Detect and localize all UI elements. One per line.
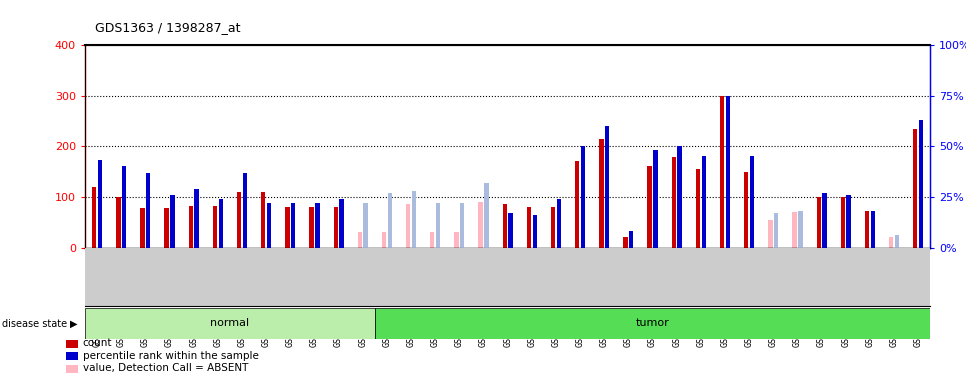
Bar	[339, 199, 344, 248]
Bar	[484, 183, 489, 248]
Bar	[846, 195, 851, 248]
Bar	[85, 308, 375, 339]
Bar	[581, 146, 585, 248]
Bar	[508, 213, 513, 248]
Bar	[653, 150, 658, 248]
Bar	[629, 231, 634, 248]
Bar	[375, 308, 930, 339]
Bar	[822, 193, 827, 248]
Bar	[454, 232, 459, 248]
Bar	[913, 129, 918, 248]
Text: count: count	[82, 338, 112, 348]
Bar	[460, 203, 465, 248]
Bar	[720, 96, 724, 248]
Bar	[575, 161, 580, 248]
Text: ▶: ▶	[70, 319, 77, 328]
Text: percentile rank within the sample: percentile rank within the sample	[82, 351, 259, 361]
Bar	[98, 160, 102, 248]
Bar	[556, 199, 561, 248]
Bar	[194, 189, 199, 248]
Bar	[267, 203, 271, 248]
Bar	[387, 193, 392, 248]
Bar	[436, 203, 440, 248]
Bar	[146, 172, 151, 248]
Bar	[774, 213, 779, 248]
Bar	[816, 197, 821, 248]
Bar	[605, 126, 610, 248]
Bar	[164, 208, 169, 248]
Bar	[261, 192, 266, 248]
Bar	[725, 96, 730, 248]
Bar	[122, 166, 127, 248]
Bar	[478, 202, 483, 248]
Bar	[502, 204, 507, 248]
Text: GDS1363 / 1398287_at: GDS1363 / 1398287_at	[95, 21, 241, 34]
Bar	[357, 232, 362, 248]
Bar	[291, 203, 296, 248]
Bar	[647, 166, 652, 248]
Bar	[170, 195, 175, 248]
Bar	[92, 187, 97, 248]
Bar	[285, 207, 290, 248]
Bar	[333, 207, 338, 248]
Bar	[188, 206, 193, 248]
Text: tumor: tumor	[636, 318, 669, 328]
Bar	[237, 192, 242, 248]
Bar	[750, 156, 754, 248]
Bar	[309, 207, 314, 248]
Bar	[382, 232, 386, 248]
Bar	[526, 207, 531, 248]
Text: disease state: disease state	[2, 319, 67, 328]
Bar	[66, 339, 77, 348]
Text: value, Detection Call = ABSENT: value, Detection Call = ABSENT	[82, 363, 248, 374]
Bar	[66, 352, 77, 360]
Bar	[865, 211, 869, 248]
Bar	[140, 208, 145, 248]
Bar	[363, 203, 368, 248]
Bar	[623, 237, 628, 248]
Bar	[798, 211, 803, 248]
Bar	[671, 158, 676, 248]
Bar	[315, 203, 320, 248]
Bar	[412, 191, 416, 248]
Bar	[895, 236, 899, 248]
Bar	[870, 211, 875, 248]
Bar	[599, 139, 604, 248]
Bar	[66, 365, 77, 373]
Bar	[677, 146, 682, 248]
Bar	[889, 237, 894, 248]
Bar	[919, 120, 923, 248]
Bar	[551, 207, 555, 248]
Bar	[701, 156, 706, 248]
Bar	[532, 215, 537, 248]
Bar	[242, 172, 247, 248]
Bar	[768, 220, 773, 248]
Bar	[218, 199, 223, 248]
Bar	[840, 197, 845, 248]
Bar	[406, 204, 411, 248]
Bar	[696, 169, 700, 248]
Bar	[213, 206, 217, 248]
Bar	[792, 212, 797, 248]
Text: normal: normal	[211, 318, 249, 328]
Bar	[116, 197, 121, 248]
Bar	[430, 232, 435, 248]
Bar	[744, 171, 749, 248]
